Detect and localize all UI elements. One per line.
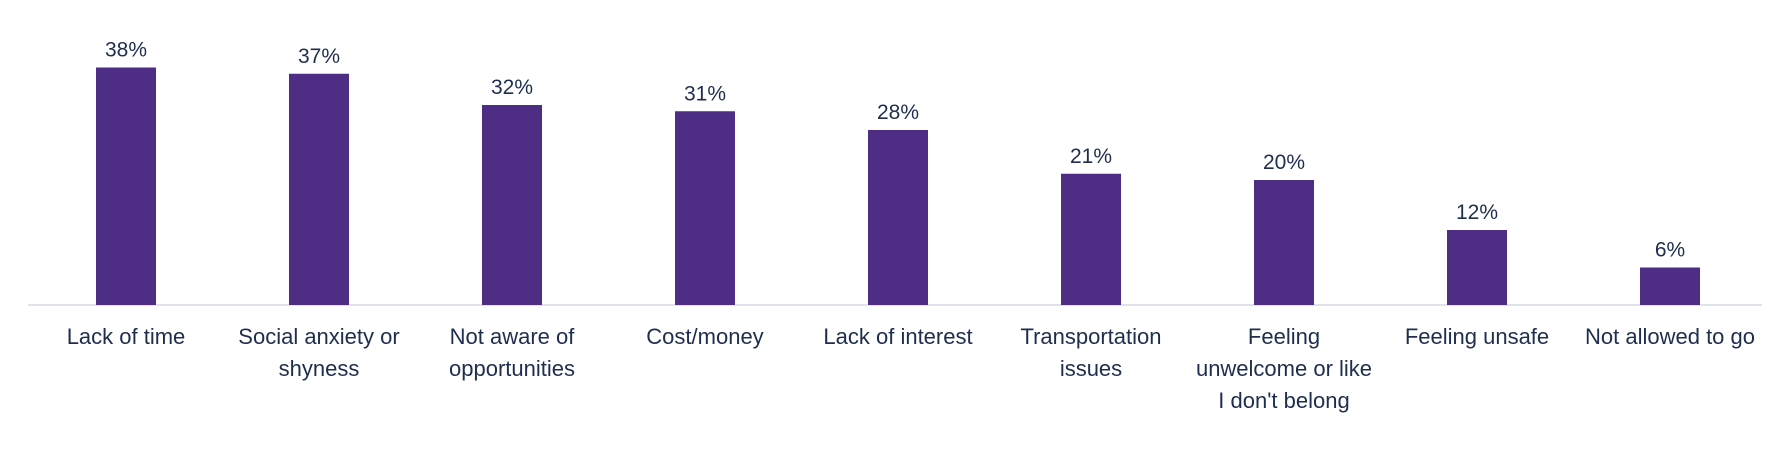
- bar-group: 28% Lack of interest: [823, 101, 972, 349]
- category-label: Not allowed to go: [1585, 324, 1755, 349]
- bar-group: 20% Feeling unwelcome or like I don't belon…: [1196, 151, 1372, 413]
- bar-group: 12% Feeling unsafe: [1405, 201, 1549, 349]
- category-label-line: opportunities: [449, 356, 575, 381]
- category-label: Lack of interest: [823, 324, 972, 349]
- category-label: Feeling unwelcome or like I don't belong: [1196, 324, 1372, 413]
- data-label: 28%: [877, 101, 919, 124]
- bar-group: 37% Social anxiety or shyness: [238, 45, 399, 381]
- data-label: 31%: [684, 82, 726, 105]
- category-label: Social anxiety or shyness: [238, 324, 399, 381]
- category-label: Feeling unsafe: [1405, 324, 1549, 349]
- bar-group: 32% Not aware of opportunities: [449, 76, 575, 381]
- bar: [675, 111, 735, 305]
- category-label: Cost/money: [646, 324, 763, 349]
- category-label-line: unwelcome or like: [1196, 356, 1372, 381]
- bar: [1640, 267, 1700, 305]
- bar-group: 6% Not allowed to go: [1585, 239, 1755, 350]
- data-label: 32%: [491, 76, 533, 99]
- bar: [868, 130, 928, 305]
- category-label-line: Not aware of: [450, 324, 576, 349]
- data-label: 12%: [1456, 201, 1498, 224]
- category-label-line: issues: [1060, 356, 1122, 381]
- category-label-line: Feeling: [1248, 324, 1320, 349]
- category-label: Not aware of opportunities: [449, 324, 575, 381]
- category-label: Transportation issues: [1020, 324, 1161, 381]
- bar: [96, 67, 156, 305]
- bar: [1254, 180, 1314, 305]
- category-label: Lack of time: [67, 324, 186, 349]
- data-label: 38%: [105, 39, 147, 62]
- category-label-line: Not allowed to go: [1585, 324, 1755, 349]
- data-label: 21%: [1070, 145, 1112, 168]
- bar: [1061, 173, 1121, 305]
- category-label-line: shyness: [279, 356, 360, 381]
- category-label-line: Lack of interest: [823, 324, 972, 349]
- bar: [482, 105, 542, 305]
- category-label-line: Social anxiety or: [238, 324, 399, 349]
- bar: [289, 73, 349, 305]
- data-label: 6%: [1655, 239, 1685, 262]
- bar-group: 38% Lack of time: [67, 39, 186, 350]
- bar-group: 21% Transportation issues: [1020, 145, 1161, 381]
- data-label: 37%: [298, 45, 340, 68]
- bar-group: 31% Cost/money: [646, 82, 763, 349]
- category-label-line: Lack of time: [67, 324, 186, 349]
- category-label-line: Transportation: [1020, 324, 1161, 349]
- category-label-line: I don't belong: [1218, 388, 1349, 413]
- category-label-line: Cost/money: [646, 324, 763, 349]
- data-label: 20%: [1263, 151, 1305, 174]
- bar: [1447, 230, 1507, 305]
- category-label-line: Feeling unsafe: [1405, 324, 1549, 349]
